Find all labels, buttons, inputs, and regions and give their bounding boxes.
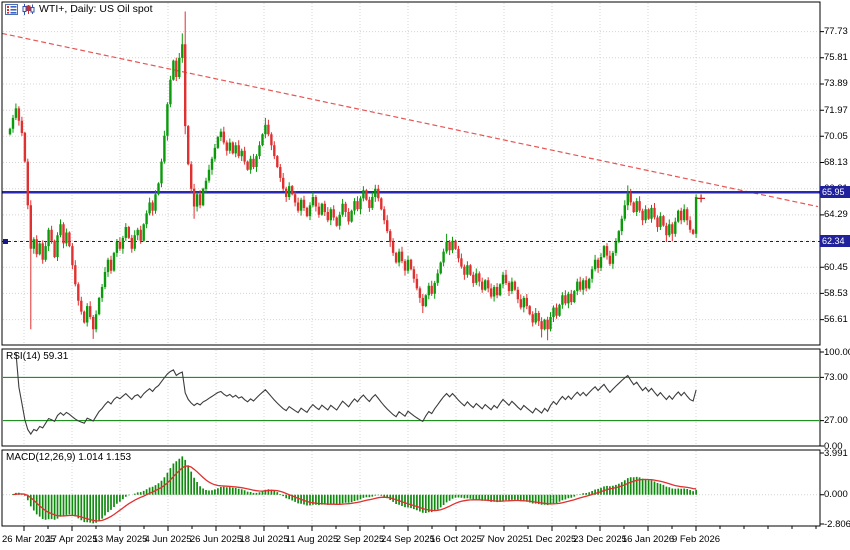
time-tick-label: 17 Apr 2025: [46, 534, 98, 545]
time-tick-label: 2 Sep 2025: [335, 534, 385, 545]
time-tick-label: 26 Mar 2025: [2, 534, 56, 545]
axis-tick-label: 71.97: [824, 104, 848, 116]
last-price-cross-icon: [697, 194, 706, 203]
pane-border: [1, 449, 821, 527]
time-axis[interactable]: 26 Mar 2025 17 Apr 2025 13 May 2025 4 Jun 2…: [0, 534, 850, 550]
axis-tick-label: 77.73: [824, 26, 848, 38]
axis-tick-label: 58.53: [824, 287, 848, 299]
bull-candle-wicks: [9, 33, 697, 333]
time-tick-label: 9 Feb 2026: [671, 534, 721, 545]
time-tick-label: 16 Oct 2025: [430, 534, 482, 545]
bear-candle-bodies: [17, 44, 695, 330]
time-tick-label: 13 May 2025: [92, 534, 148, 545]
axis-tick-label: 100.00: [824, 346, 850, 358]
price-badge-resistance: 65.95: [820, 186, 850, 199]
trendline: [1, 32, 819, 208]
axis-tick-label: 3.991: [824, 447, 848, 459]
time-tick-label: 11 Aug 2025: [285, 534, 339, 545]
price-axis[interactable]: 77.7375.8173.8971.9770.0568.1366.2164.29…: [824, 0, 850, 550]
pane-border: [1, 348, 821, 447]
time-tick-label: 16 Jan 2026: [621, 534, 675, 545]
time-tick-label: 7 Nov 2025: [479, 534, 529, 545]
axis-tick-label: 73.00: [824, 371, 848, 383]
axis-tick-label: 27.00: [824, 415, 848, 427]
support-line-anchor: [3, 238, 8, 244]
axis-tick-label: 70.05: [824, 130, 848, 142]
price-badge-support: 62.34: [820, 235, 850, 248]
axis-tick-label: 75.81: [824, 52, 848, 64]
axis-tick-label: 68.13: [824, 157, 848, 169]
axis-tick-label: -2.806: [824, 518, 850, 530]
rsi-line: [15, 351, 697, 436]
macd-signal-line: [12, 465, 697, 522]
time-tick-label: 23 Dec 2025: [573, 534, 627, 545]
axis-tick-label: 60.45: [824, 261, 848, 273]
grid-horizontal-lines: [3, 31, 819, 321]
pane-border: [1, 1, 821, 346]
time-tick-label: 18 Jul 2025: [239, 534, 289, 545]
grid-vertical-lines: [23, 3, 697, 525]
axis-ticks: [23, 31, 824, 531]
axis-tick-label: 0.00: [824, 440, 843, 452]
bull-candle-bodies: [8, 44, 698, 330]
time-tick-label: 1 Dec 2025: [527, 534, 577, 545]
axis-tick-label: 56.61: [824, 314, 848, 326]
time-tick-label: 4 Jun 2025: [144, 534, 192, 545]
axis-tick-label: 73.89: [824, 78, 848, 90]
time-tick-label: 26 Jun 2025: [189, 534, 243, 545]
time-tick-label: 24 Sep 2025: [381, 534, 435, 545]
axis-tick-label: 0.000: [824, 489, 848, 501]
axis-tick-label: 64.29: [824, 209, 848, 221]
